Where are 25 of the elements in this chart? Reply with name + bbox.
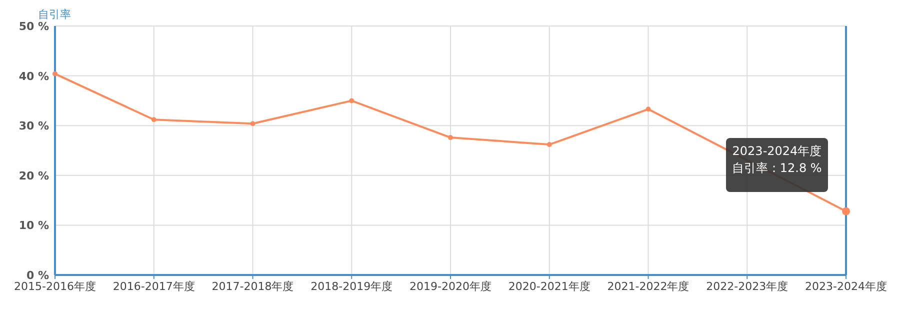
annotation: 自引率 : 12.8 % xyxy=(732,161,822,175)
x-tick-label: 2018-2019年度 xyxy=(310,280,393,293)
y-tick-label: 10 % xyxy=(18,219,49,232)
y-tick-label: 20 % xyxy=(18,169,49,182)
y-tick-label: 40 % xyxy=(18,70,49,83)
x-tick-label: 2021-2022年度 xyxy=(607,280,690,293)
y-tick-label: 0 % xyxy=(26,269,49,282)
x-tick-label: 2016-2017年度 xyxy=(112,280,195,293)
x-tick-label: 2023-2024年度 xyxy=(805,280,887,293)
x-tick-label: 2019-2020年度 xyxy=(410,280,492,293)
point xyxy=(151,117,156,122)
y-tick-label: 50 % xyxy=(18,20,49,33)
x-tick-label: 2020-2021年度 xyxy=(508,280,590,293)
point xyxy=(250,121,256,126)
point xyxy=(52,71,58,76)
point xyxy=(646,106,651,112)
point xyxy=(546,142,552,148)
y-tick-label: 30 % xyxy=(18,120,49,133)
point xyxy=(448,135,453,140)
x-tick-label: 2017-2018年度 xyxy=(212,280,294,293)
point xyxy=(349,98,354,104)
y-axis-title: 自引率 xyxy=(38,8,71,21)
x-tick-label: 2022-2023年度 xyxy=(706,280,788,293)
annotation: 2023-2024年度 xyxy=(732,144,822,158)
x-tick-label: 2015-2016年度 xyxy=(14,280,96,293)
